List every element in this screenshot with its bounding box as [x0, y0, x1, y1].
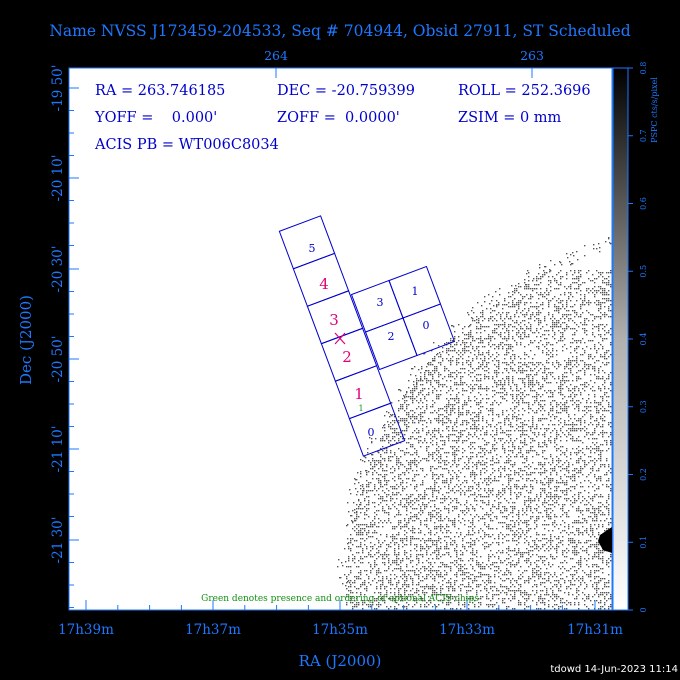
colorbar-tick-label: 0 — [639, 607, 648, 612]
acis-i-array — [350, 265, 456, 371]
x-top-tick-label: 263 — [520, 48, 544, 63]
colorbar-tick-label: 0.3 — [639, 400, 648, 413]
x-tick-label: 17h31m — [567, 622, 623, 638]
y-tick-label: -21 30' — [50, 517, 66, 564]
y-tick-label: -20 50' — [50, 336, 66, 383]
colorbar-label: PSPC cts/s/pixel — [650, 77, 659, 143]
colorbar-tick-label: 0.5 — [639, 265, 648, 278]
colorbar-tick-label: 0.2 — [639, 468, 648, 481]
i-chip-label: 3 — [377, 296, 384, 309]
colorbar-tick-label: 0.7 — [639, 129, 648, 142]
footer-stamp: tdowd 14-Jun-2023 11:14 — [550, 664, 678, 675]
optional-chips-note: Green denotes presence and ordering of o… — [201, 594, 479, 604]
y-axis-title: Dec (J2000) — [17, 295, 35, 385]
i-chip-label: 1 — [412, 285, 419, 298]
chip-label: 2 — [342, 348, 352, 366]
acis-chip — [348, 402, 406, 457]
chip-label: 0 — [368, 426, 375, 439]
i-chip-label: 2 — [388, 330, 395, 343]
roll-readout: ROLL = 252.3696 — [458, 83, 591, 99]
y-tick-label: -21 10' — [50, 426, 66, 473]
x-axis-title: RA (J2000) — [299, 652, 382, 670]
chip-label: 5 — [309, 242, 316, 255]
y-tick-label: -20 10' — [50, 155, 66, 202]
i-chip-label: 0 — [423, 319, 430, 332]
pspc-image — [337, 237, 612, 610]
colorbar — [612, 67, 629, 611]
yoff-readout: YOFF = 0.000' — [94, 110, 217, 126]
pspc-pixels — [337, 237, 612, 610]
acis-readout: ACIS PB = WT006C8034 — [94, 137, 279, 153]
acis-chip — [402, 303, 456, 357]
x-tick-label: 17h39m — [58, 622, 114, 638]
colorbar-tick-label: 0.1 — [639, 536, 648, 549]
zoff-readout: ZOFF = 0.0000' — [277, 110, 400, 126]
x-tick-label: 17h35m — [312, 622, 368, 638]
y-tick-label: -19 50' — [50, 65, 66, 112]
ra-readout: RA = 263.746185 — [95, 83, 225, 99]
optional-chip-order: 1 — [358, 404, 363, 413]
colorbar-ticks: 0 0.1 0.2 0.3 0.4 0.5 0.6 0.7 0.8 — [628, 62, 648, 613]
chip-label: 1 — [354, 385, 364, 403]
y-tick-label: -20 30' — [50, 246, 66, 293]
colorbar-tick-label: 0.8 — [639, 62, 648, 75]
aimpoint-marker — [334, 332, 346, 345]
chip-label: 4 — [319, 275, 329, 293]
dec-readout: DEC = -20.759399 — [277, 83, 415, 99]
colorbar-tick-label: 0.4 — [639, 333, 648, 346]
bright-source-blob — [598, 527, 612, 553]
colorbar-tick-label: 0.6 — [639, 197, 648, 210]
figure-title: Name NVSS J173459-204533, Seq # 704944, … — [49, 22, 630, 40]
x-tick-label: 17h37m — [185, 622, 241, 638]
axis-ticks — [69, 68, 596, 610]
x-top-tick-label: 264 — [264, 48, 288, 63]
chip-label: 3 — [329, 311, 339, 329]
zsim-readout: ZSIM = 0 mm — [458, 110, 562, 126]
x-tick-label: 17h33m — [439, 622, 495, 638]
